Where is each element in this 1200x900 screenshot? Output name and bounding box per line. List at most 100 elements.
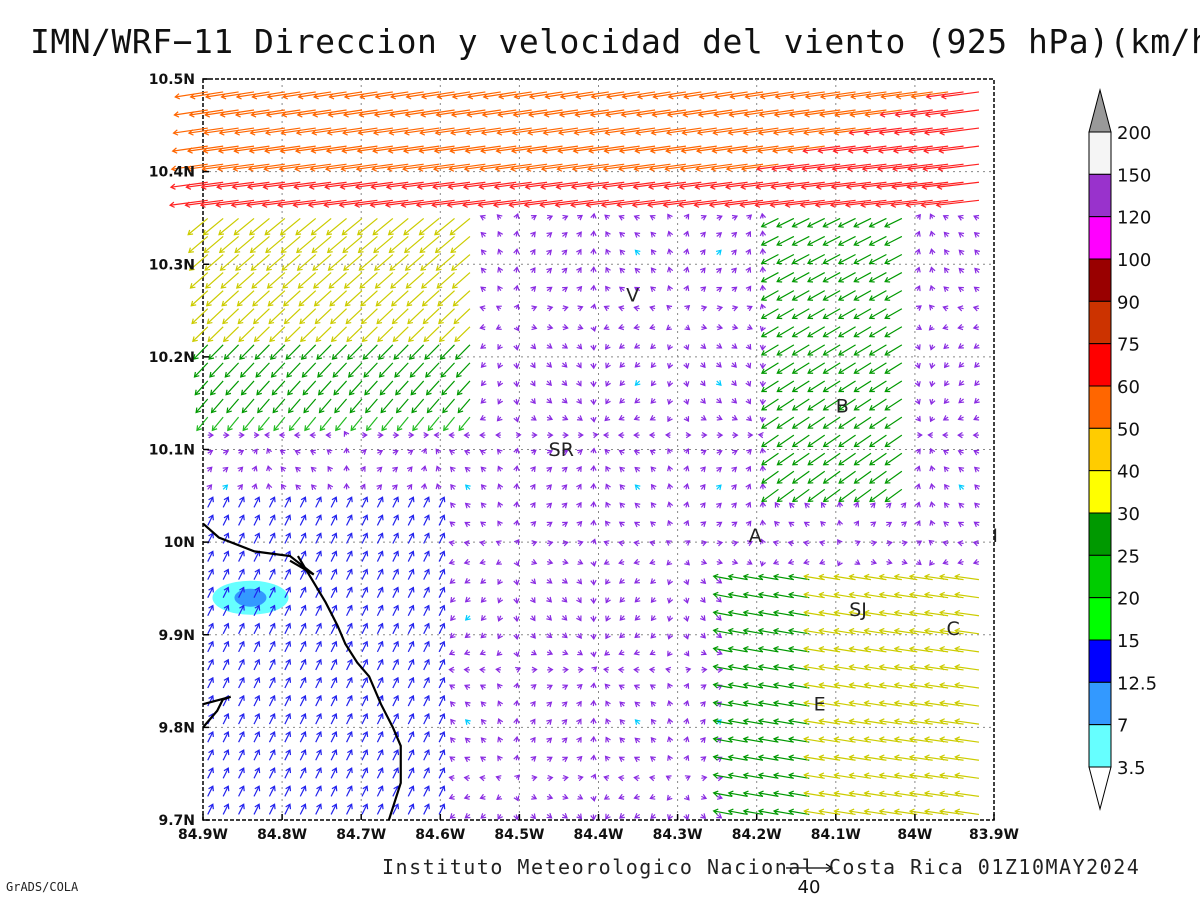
- wind-vector: [310, 484, 317, 491]
- wind-vector: [784, 199, 825, 208]
- wind-vector: [268, 749, 276, 761]
- wind-vector: [437, 290, 455, 307]
- wind-vector: [757, 772, 779, 779]
- wind-vector: [207, 785, 214, 797]
- wind-vector: [282, 290, 301, 307]
- wind-vector: [954, 772, 980, 779]
- wind-vector: [803, 790, 825, 797]
- wind-vector: [496, 127, 532, 136]
- wind-vector: [376, 568, 384, 580]
- wind-vector: [419, 127, 455, 136]
- wind-vector: [239, 362, 255, 378]
- wind-vector: [650, 737, 657, 743]
- wind-vector: [266, 482, 273, 490]
- wind-vector: [342, 236, 363, 254]
- wind-vector: [218, 217, 239, 236]
- wind-vector: [837, 290, 856, 301]
- wind-vector: [315, 731, 322, 743]
- wind-vector: [715, 484, 722, 491]
- wind-vector: [204, 109, 239, 118]
- wind-vector: [884, 452, 903, 466]
- wind-vector: [760, 290, 779, 301]
- wind-vector: [868, 362, 887, 374]
- wind-vector: [327, 254, 347, 271]
- wind-vector: [759, 362, 767, 370]
- wind-vector: [957, 540, 964, 547]
- wind-vector: [365, 398, 378, 414]
- wind-vector: [223, 431, 230, 439]
- wind-vector: [649, 793, 656, 800]
- wind-vector: [438, 568, 446, 580]
- wind-vector: [807, 344, 826, 356]
- wind-vector: [712, 808, 733, 816]
- wind-vector: [712, 754, 733, 761]
- wind-vector: [238, 767, 245, 779]
- wind-vector: [410, 380, 425, 396]
- wind-vector: [527, 127, 563, 136]
- wind-vector: [634, 397, 641, 404]
- wind-vector: [238, 658, 245, 671]
- wind-vector: [222, 712, 230, 725]
- wind-vector: [914, 362, 921, 369]
- wind-vector: [886, 558, 893, 566]
- wind-vector: [590, 266, 597, 273]
- wind-vector: [268, 658, 276, 671]
- wind-vector: [253, 640, 261, 653]
- wind-vector: [546, 596, 553, 603]
- wind-vector: [223, 344, 240, 360]
- wind-vector: [837, 308, 856, 320]
- wind-vector: [745, 343, 752, 350]
- wind-vector: [853, 326, 872, 338]
- wind-vector: [392, 622, 400, 635]
- wind-vector: [299, 694, 307, 707]
- wind-vector: [391, 308, 409, 325]
- wind-vector: [972, 431, 979, 439]
- wind-vector: [264, 127, 301, 136]
- wind-vector: [330, 532, 338, 544]
- wind-vector: [346, 640, 353, 653]
- wind-vector: [700, 231, 706, 238]
- wind-vector: [284, 749, 292, 761]
- wind-vector: [438, 785, 446, 797]
- wind-vector: [392, 640, 400, 653]
- wind-vector: [480, 249, 487, 256]
- wind-vector: [256, 380, 270, 396]
- wind-vector: [944, 380, 950, 387]
- wind-vector: [576, 248, 582, 255]
- wind-vector: [546, 812, 553, 819]
- wind-vector: [546, 701, 553, 708]
- wind-vector: [731, 249, 737, 256]
- reference-vector-label: 40: [798, 877, 821, 898]
- wind-vector: [590, 248, 597, 255]
- wind-vector: [957, 449, 964, 456]
- wind-vector: [392, 496, 400, 508]
- wind-vector: [266, 91, 301, 100]
- wind-vector: [530, 700, 536, 707]
- wind-vector: [497, 615, 504, 622]
- wind-vector: [590, 773, 597, 780]
- wind-vector: [434, 217, 455, 236]
- wind-vector: [253, 694, 261, 707]
- wind-vector: [187, 217, 209, 236]
- wind-vector: [650, 502, 657, 509]
- wind-vector: [480, 397, 487, 404]
- wind-vector: [938, 145, 980, 154]
- wind-vector: [716, 414, 723, 421]
- wind-vector: [235, 272, 255, 289]
- wind-vector: [330, 514, 338, 526]
- wind-vector: [346, 749, 353, 761]
- wind-vector: [776, 416, 795, 429]
- wind-vector: [605, 633, 611, 640]
- wind-vector: [759, 538, 766, 545]
- wind-vector: [412, 416, 425, 432]
- wind-vector: [451, 254, 471, 271]
- wind-vector: [757, 718, 779, 725]
- wind-vector: [727, 645, 748, 653]
- wind-vector: [407, 749, 415, 761]
- lat-tick-label: 10N: [164, 535, 195, 551]
- wind-vector: [463, 540, 471, 547]
- colorbar-swatch: [1088, 597, 1112, 641]
- wind-vector: [807, 272, 826, 283]
- wind-vector: [193, 362, 209, 378]
- wind-vector: [884, 253, 903, 265]
